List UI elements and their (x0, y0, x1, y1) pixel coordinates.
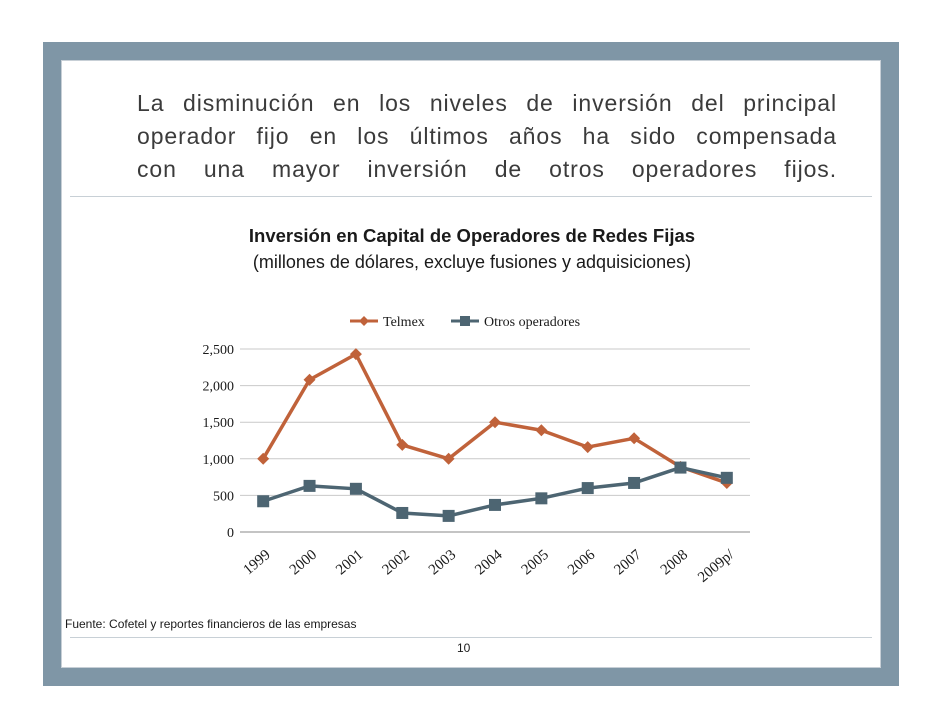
data-point-square (349, 482, 362, 495)
y-tick-label: 2,500 (203, 343, 235, 358)
x-tick-label: 2007 (611, 546, 645, 578)
data-point-diamond (581, 441, 594, 454)
y-tick-label: 500 (213, 489, 234, 504)
legend-marker-square (460, 316, 470, 326)
y-tick-label: 0 (227, 526, 234, 541)
x-tick-label: 2006 (565, 546, 599, 578)
data-point-diamond (349, 348, 362, 361)
data-point-diamond (396, 438, 409, 451)
data-point-diamond (442, 452, 455, 465)
data-point-square (720, 471, 733, 484)
y-tick-label: 1,000 (203, 453, 235, 468)
chart-title: Inversión en Capital de Operadores de Re… (248, 225, 696, 246)
data-point-square (257, 495, 270, 508)
data-point-square (442, 509, 455, 522)
page-number: 10 (457, 641, 471, 655)
x-tick-label: 2004 (472, 546, 506, 578)
data-point-square (674, 461, 687, 474)
y-tick-label: 1,500 (203, 416, 235, 431)
data-point-square (581, 482, 594, 495)
data-point-diamond (303, 373, 316, 386)
data-point-square (396, 506, 409, 519)
x-tick-label: 2000 (287, 547, 320, 579)
data-point-diamond (535, 424, 548, 437)
slide-frame: La disminución en los niveles de inversi… (43, 42, 899, 686)
legend-label: Telmex (383, 315, 425, 330)
x-tick-label: 2009p/ (695, 546, 738, 586)
data-point-square (535, 492, 548, 505)
data-point-diamond (489, 416, 501, 429)
source-note: Fuente: Cofetel y reportes financieros d… (65, 617, 357, 631)
x-tick-label: 2001 (333, 547, 366, 579)
legend-marker-diamond (359, 316, 369, 326)
legend-label: Otros operadores (484, 315, 580, 330)
line-chart: 0 500 1,000 1,500 2,000 2,500 1999 2000 2001 2002… (203, 315, 750, 586)
x-tick-label: 1999 (240, 547, 273, 579)
y-tick-label: 2,000 (203, 380, 235, 395)
x-tick-label: 2008 (658, 547, 691, 579)
data-point-diamond (628, 432, 641, 445)
header-separator (70, 196, 872, 197)
x-tick-label: 2002 (380, 547, 413, 579)
x-tick-label: 2005 (519, 547, 552, 579)
x-tick-label: 2003 (426, 547, 459, 579)
header-line-2: operador fijo en los últimos años ha sid… (137, 123, 837, 149)
slide: La disminución en los niveles de inversi… (61, 60, 881, 668)
data-point-square (303, 479, 316, 492)
chart-subtitle: (millones de dólares, excluye fusiones y… (252, 252, 692, 272)
data-point-diamond (257, 452, 270, 465)
header-text: La disminución en los niveles de inversi… (137, 87, 837, 186)
footer-separator (70, 637, 872, 638)
data-point-square (489, 498, 501, 511)
header-line-3: con una mayor inversión de otros operado… (137, 156, 837, 182)
data-point-square (628, 476, 641, 489)
header-line-1: La disminución en los niveles de inversi… (137, 90, 837, 116)
